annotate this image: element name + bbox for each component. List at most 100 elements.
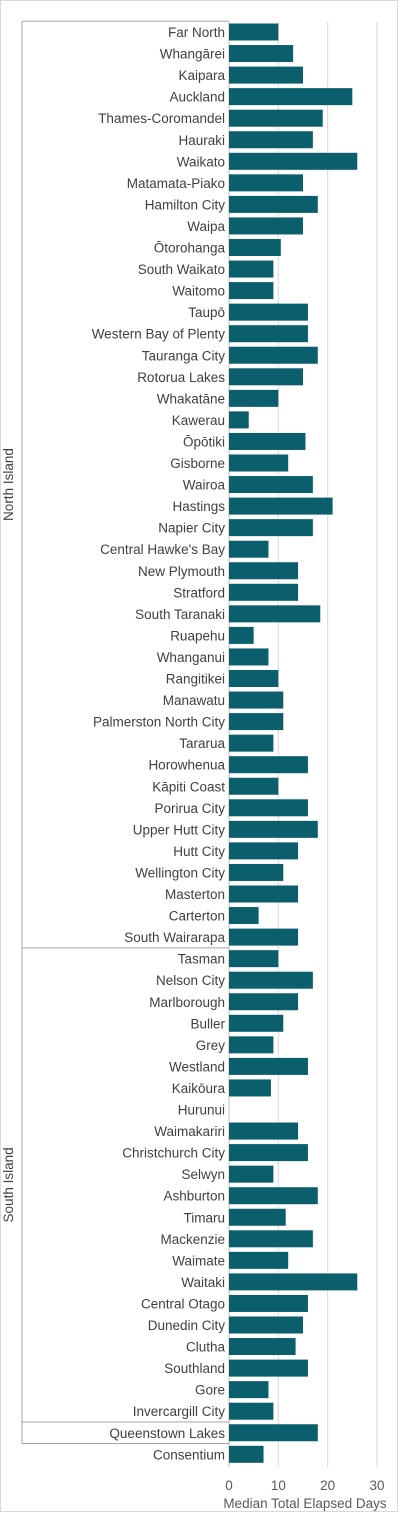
category-label-tasman: Tasman bbox=[178, 952, 225, 967]
bar-christchurch-city bbox=[229, 1144, 308, 1162]
bar-marlborough bbox=[229, 993, 299, 1011]
bar-masterton bbox=[229, 885, 299, 903]
x-axis-ticks: 0 10 20 30 bbox=[225, 1478, 384, 1493]
bar-westland bbox=[229, 1057, 308, 1075]
category-label-kaik-ura: Kaikōura bbox=[172, 1081, 226, 1096]
bar-thames-coromandel bbox=[229, 109, 323, 127]
category-label-tararua: Tararua bbox=[179, 736, 225, 751]
bar-far-north bbox=[229, 23, 279, 41]
bar-waimate bbox=[229, 1251, 289, 1269]
category-label-rangitikei: Rangitikei bbox=[166, 672, 225, 687]
category-label-carterton: Carterton bbox=[169, 909, 225, 924]
bar-gisborne bbox=[229, 454, 289, 472]
bar-kaipara bbox=[229, 66, 303, 84]
category-label-new-plymouth: New Plymouth bbox=[138, 564, 225, 579]
category-label-waitomo: Waitomo bbox=[172, 284, 225, 299]
bar-tararua bbox=[229, 734, 274, 752]
bar-mackenzie bbox=[229, 1230, 313, 1248]
bar-hauraki bbox=[229, 131, 313, 149]
bar-tasman bbox=[229, 950, 279, 968]
category-label-rotorua-lakes: Rotorua Lakes bbox=[137, 370, 225, 385]
category-label-marlborough: Marlborough bbox=[149, 995, 225, 1010]
bar-central-otago bbox=[229, 1294, 308, 1312]
category-label-hurunui: Hurunui bbox=[178, 1103, 225, 1118]
category-label-torohanga: Ōtorohanga bbox=[154, 241, 226, 256]
category-label-wellington-city: Wellington City bbox=[135, 865, 225, 880]
category-label-wairoa: Wairoa bbox=[183, 478, 226, 493]
category-label-mackenzie: Mackenzie bbox=[160, 1232, 225, 1247]
bar-invercargill-city bbox=[229, 1402, 274, 1420]
bar-rotorua-lakes bbox=[229, 368, 303, 386]
bar-kaik-ura bbox=[229, 1079, 271, 1097]
category-label-hamilton-city: Hamilton City bbox=[145, 197, 226, 212]
bar-clutha bbox=[229, 1338, 296, 1356]
bar-torohanga bbox=[229, 239, 281, 256]
bar-rangitikei bbox=[229, 670, 279, 687]
category-label-christchurch-city: Christchurch City bbox=[122, 1146, 225, 1161]
category-label-central-otago: Central Otago bbox=[141, 1296, 225, 1311]
category-label-auckland: Auckland bbox=[169, 90, 225, 105]
category-label-nelson-city: Nelson City bbox=[156, 973, 225, 988]
category-label-upper-hutt-city: Upper Hutt City bbox=[133, 822, 226, 837]
bar-matamata-piako bbox=[229, 174, 303, 192]
bar-napier-city bbox=[229, 519, 313, 537]
category-label-buller: Buller bbox=[190, 1016, 225, 1031]
bar-whanganui bbox=[229, 648, 269, 666]
bar-manawatu bbox=[229, 691, 284, 709]
bar-south-taranaki bbox=[229, 605, 321, 623]
bar-p-tiki bbox=[229, 432, 306, 450]
bar-porirua-city bbox=[229, 799, 308, 817]
bar-ashburton bbox=[229, 1187, 318, 1205]
category-label-p-tiki: Ōpōtiki bbox=[183, 434, 225, 449]
category-label-waitaki: Waitaki bbox=[181, 1275, 225, 1290]
bar-grey bbox=[229, 1036, 274, 1054]
category-label-kawerau: Kawerau bbox=[172, 413, 225, 428]
category-label-westland: Westland bbox=[169, 1059, 225, 1074]
bar-auckland bbox=[229, 88, 353, 106]
category-label-waimate: Waimate bbox=[172, 1253, 225, 1268]
bar-stratford bbox=[229, 583, 299, 601]
bar-southland bbox=[229, 1359, 308, 1377]
category-label-southland: Southland bbox=[164, 1361, 225, 1376]
bar-whang-rei bbox=[229, 45, 294, 63]
category-label-taup: Taupō bbox=[188, 305, 225, 320]
category-label-gisborne: Gisborne bbox=[170, 456, 225, 471]
category-label-timaru: Timaru bbox=[183, 1210, 225, 1225]
category-label-central-hawke-s-bay: Central Hawke's Bay bbox=[100, 542, 225, 557]
category-label-napier-city: Napier City bbox=[158, 521, 225, 536]
category-label-ruapehu: Ruapehu bbox=[170, 628, 225, 643]
group-labels: North Island South Island bbox=[1, 448, 16, 1222]
x-tick-10: 10 bbox=[271, 1478, 286, 1493]
category-label-manawatu: Manawatu bbox=[163, 693, 225, 708]
category-label-porirua-city: Porirua City bbox=[154, 801, 225, 816]
bar-waipa bbox=[229, 217, 303, 235]
bar-tauranga-city bbox=[229, 346, 318, 364]
bar-south-waikato bbox=[229, 260, 274, 278]
bar-upper-hutt-city bbox=[229, 820, 318, 838]
bar-ruapehu bbox=[229, 626, 254, 644]
category-label-k-piti-coast: Kāpiti Coast bbox=[152, 779, 225, 794]
x-tick-30: 30 bbox=[369, 1478, 384, 1493]
group-label-north-island: North Island bbox=[1, 448, 16, 521]
bar-waikato bbox=[229, 152, 358, 170]
x-tick-0: 0 bbox=[225, 1478, 233, 1493]
bar-waimakariri bbox=[229, 1122, 299, 1140]
group-label-south-island: South Island bbox=[1, 1147, 16, 1222]
bar-hutt-city bbox=[229, 842, 299, 860]
category-label-thames-coromandel: Thames-Coromandel bbox=[98, 111, 225, 126]
bar-selwyn bbox=[229, 1165, 274, 1183]
category-label-whang-rei: Whangārei bbox=[160, 47, 225, 62]
category-label-consentium: Consentium bbox=[153, 1447, 225, 1462]
category-label-hastings: Hastings bbox=[172, 499, 225, 514]
category-label-hutt-city: Hutt City bbox=[173, 844, 225, 859]
bar-whakat-ne bbox=[229, 389, 279, 407]
category-label-south-waikato: South Waikato bbox=[138, 262, 225, 277]
bar-dunedin-city bbox=[229, 1316, 303, 1334]
bar-buller bbox=[229, 1014, 284, 1032]
category-label-waikato: Waikato bbox=[177, 154, 225, 169]
category-label-south-taranaki: South Taranaki bbox=[135, 607, 225, 622]
bar-waitaki bbox=[229, 1273, 358, 1291]
category-labels: Far North Whangārei Kaipara Auckland Thames-… bbox=[92, 25, 226, 1462]
